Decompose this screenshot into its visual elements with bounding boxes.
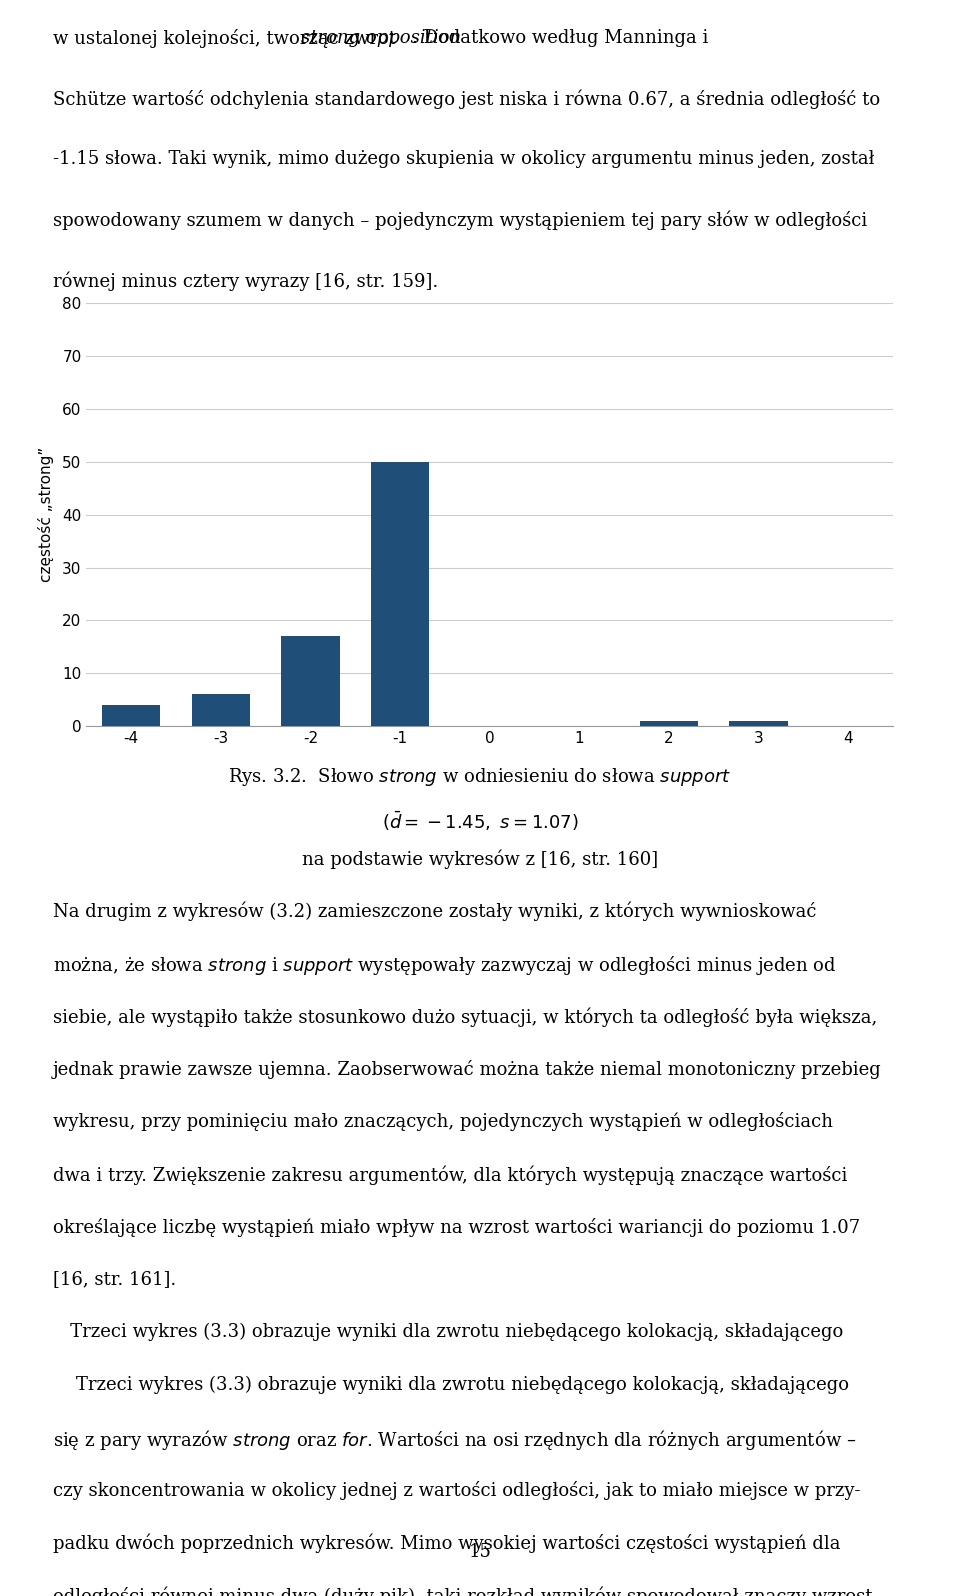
- Y-axis label: częstość „strong”: częstość „strong”: [37, 447, 54, 583]
- Text: Trzeci wykres (3.3) obrazuje wyniki dla zwrotu niebędącego kolokacją, składające: Trzeci wykres (3.3) obrazuje wyniki dla …: [53, 1376, 849, 1393]
- Text: w ustalonej kolejności, tworząc zwrot: w ustalonej kolejności, tworząc zwrot: [53, 29, 401, 48]
- Text: jednak prawie zawsze ujemna. Zaobserwować można także niemal monotoniczny przebi: jednak prawie zawsze ujemna. Zaobserwowa…: [53, 1060, 881, 1079]
- Text: równej minus cztery wyrazy [16, str. 159].: równej minus cztery wyrazy [16, str. 159…: [53, 271, 438, 290]
- Text: wykresu, przy pominięciu mało znaczących, pojedynczych wystąpień w odległościach: wykresu, przy pominięciu mało znaczących…: [53, 1112, 832, 1132]
- Text: Trzeci wykres (3.3) obrazuje wyniki dla zwrotu niebędącego kolokacją, składające: Trzeci wykres (3.3) obrazuje wyniki dla …: [53, 1323, 843, 1341]
- Bar: [192, 694, 250, 726]
- Text: czy skoncentrowania w okolicy jednej z wartości odległości, jak to miało miejsce: czy skoncentrowania w okolicy jednej z w…: [53, 1481, 860, 1500]
- Text: 15: 15: [468, 1543, 492, 1561]
- Text: określające liczbę wystąpień miało wpływ na wzrost wartości wariancji do poziomu: określające liczbę wystąpień miało wpływ…: [53, 1218, 860, 1237]
- Text: na podstawie wykresów z [16, str. 160]: na podstawie wykresów z [16, str. 160]: [302, 849, 658, 868]
- Bar: [730, 721, 787, 726]
- Text: dwa i trzy. Zwiększenie zakresu argumentów, dla których występują znaczące warto: dwa i trzy. Zwiększenie zakresu argument…: [53, 1165, 847, 1184]
- Text: odległości równej minus dwa (duży pik), taki rozkład wyników spowodował znaczy w: odległości równej minus dwa (duży pik), …: [53, 1586, 873, 1596]
- Bar: [281, 637, 340, 726]
- Text: padku dwóch poprzednich wykresów. Mimo wysokiej wartości częstości wystąpień dla: padku dwóch poprzednich wykresów. Mimo w…: [53, 1534, 840, 1553]
- Text: spowodowany szumem w danych – pojedynczym wystąpieniem tej pary słów w odległośc: spowodowany szumem w danych – pojedynczy…: [53, 211, 867, 230]
- Bar: [371, 461, 429, 726]
- Text: . Dodatkowo według Manninga i: . Dodatkowo według Manninga i: [412, 29, 708, 46]
- Text: siebie, ale wystąpiło także stosunkowo dużo sytuacji, w których ta odległość był: siebie, ale wystąpiło także stosunkowo d…: [53, 1007, 877, 1026]
- Text: się z pary wyrazów $\mathit{strong}$ oraz $\mathit{for}$. Wartości na osi rzędny: się z pary wyrazów $\mathit{strong}$ ora…: [53, 1428, 856, 1452]
- Bar: [102, 705, 160, 726]
- Text: Na drugim z wykresów (3.2) zamieszczone zostały wyniki, z których wywnioskować: Na drugim z wykresów (3.2) zamieszczone …: [53, 902, 816, 921]
- Text: Schütze wartość odchylenia standardowego jest niska i równa 0.67, a średnia odle: Schütze wartość odchylenia standardowego…: [53, 89, 880, 109]
- Text: strong opposition: strong opposition: [300, 29, 461, 46]
- Text: -1.15 słowa. Taki wynik, mimo dużego skupienia w okolicy argumentu minus jeden, : -1.15 słowa. Taki wynik, mimo dużego sku…: [53, 150, 875, 168]
- Bar: [639, 721, 698, 726]
- Text: [16, str. 161].: [16, str. 161].: [53, 1270, 176, 1288]
- Text: można, że słowa $\mathit{strong}$ i $\mathit{support}$ występowały zazwyczaj w o: można, że słowa $\mathit{strong}$ i $\ma…: [53, 954, 836, 977]
- Text: Rys. 3.2.  Słowo $\mathit{strong}$ w odniesieniu do słowa $\mathit{support}$: Rys. 3.2. Słowo $\mathit{strong}$ w odni…: [228, 766, 732, 788]
- Text: $(\bar{d} = -1.45,\ s = 1.07)$: $(\bar{d} = -1.45,\ s = 1.07)$: [382, 809, 578, 833]
